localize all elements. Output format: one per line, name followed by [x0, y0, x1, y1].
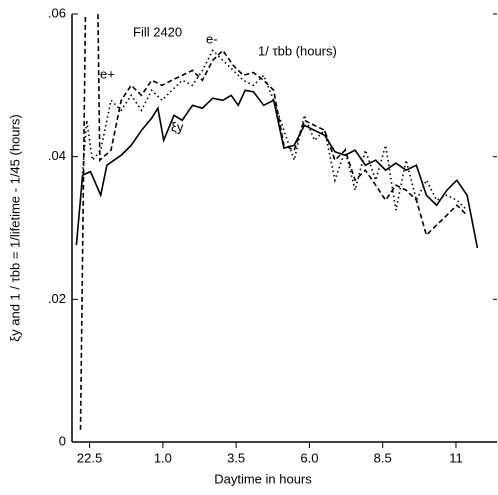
x-tick-label: 8.5: [374, 450, 392, 465]
y-tick-label: .06: [48, 5, 66, 20]
annotation: e-: [206, 31, 218, 46]
annotation: 1/ τbb (hours): [258, 43, 337, 58]
y-tick-label: .04: [48, 148, 66, 163]
x-axis-title: Daytime in hours: [214, 471, 312, 486]
annotation: e+: [100, 66, 115, 81]
x-tick-label: 22.5: [77, 450, 102, 465]
y-tick-label: 0: [59, 433, 66, 448]
y-tick-label: .02: [48, 291, 66, 306]
plot-area: [75, 14, 479, 430]
x-tick-label: 11: [449, 450, 463, 465]
annotation: ξy: [171, 119, 184, 134]
x-tick-label: 1.0: [154, 450, 172, 465]
x-tick-label: 6.0: [300, 450, 318, 465]
annotation: Fill 2420: [133, 24, 182, 39]
series-line: [79, 49, 468, 211]
series-line: [79, 14, 468, 430]
y-axis-title: ξy and 1 / τbb = 1/lifetime - 1/45 (hour…: [7, 114, 22, 341]
x-tick-label: 3.5: [227, 450, 245, 465]
series-line: [75, 89, 479, 249]
